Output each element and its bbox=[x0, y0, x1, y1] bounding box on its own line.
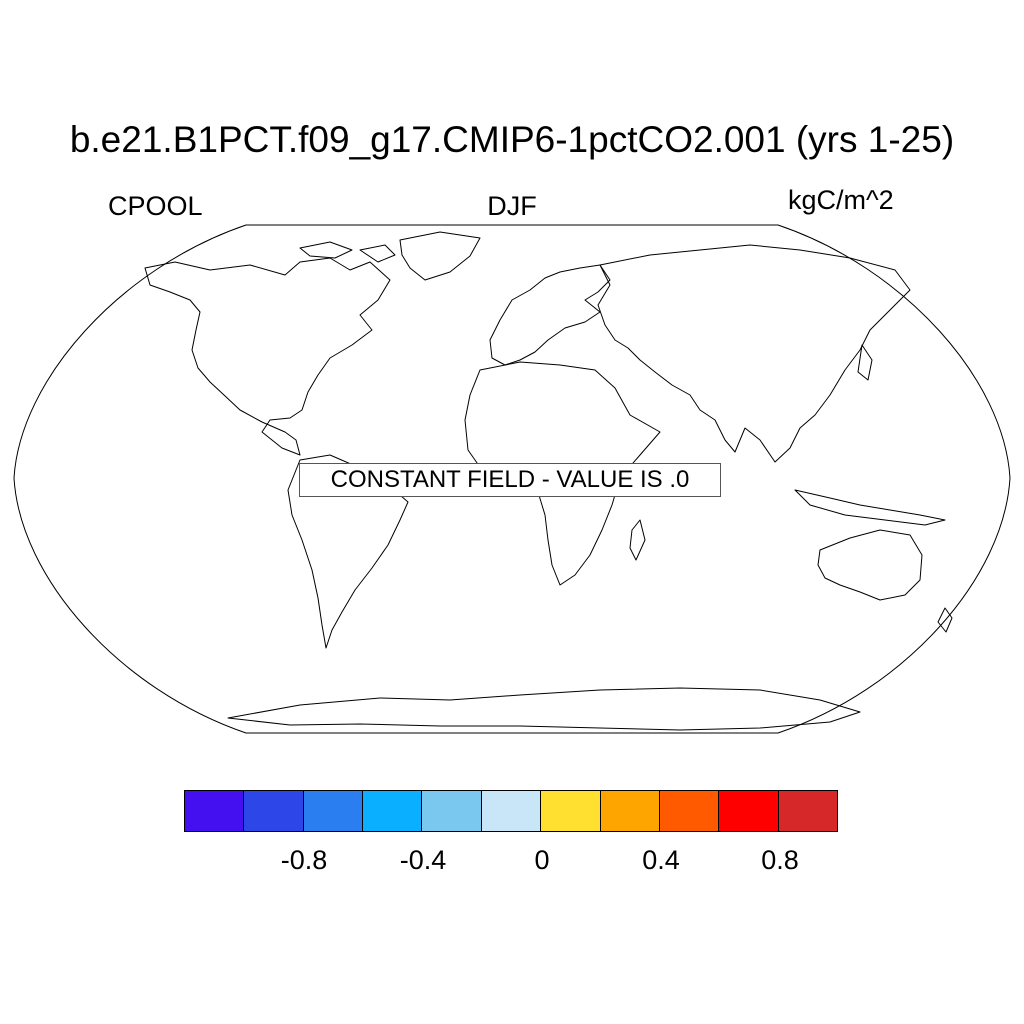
colorbar-tick-label: -0.8 bbox=[280, 845, 328, 875]
colorbar-tick-label: 0 bbox=[534, 845, 550, 875]
colorbar-tick-label: 0.4 bbox=[642, 845, 680, 875]
colorbar-tick-label: -0.4 bbox=[399, 845, 447, 875]
colorbar-swatch bbox=[303, 791, 364, 831]
season-label: DJF bbox=[487, 191, 537, 221]
colorbar-swatch bbox=[244, 791, 304, 831]
map-boundary bbox=[13, 224, 1011, 734]
units-label: kgC/m^2 bbox=[788, 185, 894, 215]
colorbar-tick-label: 0.8 bbox=[761, 845, 799, 875]
colorbar-swatch bbox=[481, 791, 542, 831]
colorbar-swatch bbox=[600, 791, 660, 831]
colorbar-swatch bbox=[363, 791, 423, 831]
colorbar-swatch bbox=[719, 791, 779, 831]
variable-label: CPOOL bbox=[108, 191, 203, 221]
plot-title: b.e21.B1PCT.f09_g17.CMIP6-1pctCO2.001 (y… bbox=[69, 119, 955, 160]
colorbar-swatch bbox=[778, 791, 837, 831]
constant-field-message: CONSTANT FIELD - VALUE IS .0 bbox=[299, 463, 721, 497]
colorbar bbox=[184, 790, 838, 832]
colorbar-swatch bbox=[422, 791, 482, 831]
coastlines bbox=[144, 231, 953, 731]
colorbar-swatch bbox=[541, 791, 601, 831]
colorbar-swatch bbox=[659, 791, 720, 831]
colorbar-swatch bbox=[185, 791, 245, 831]
